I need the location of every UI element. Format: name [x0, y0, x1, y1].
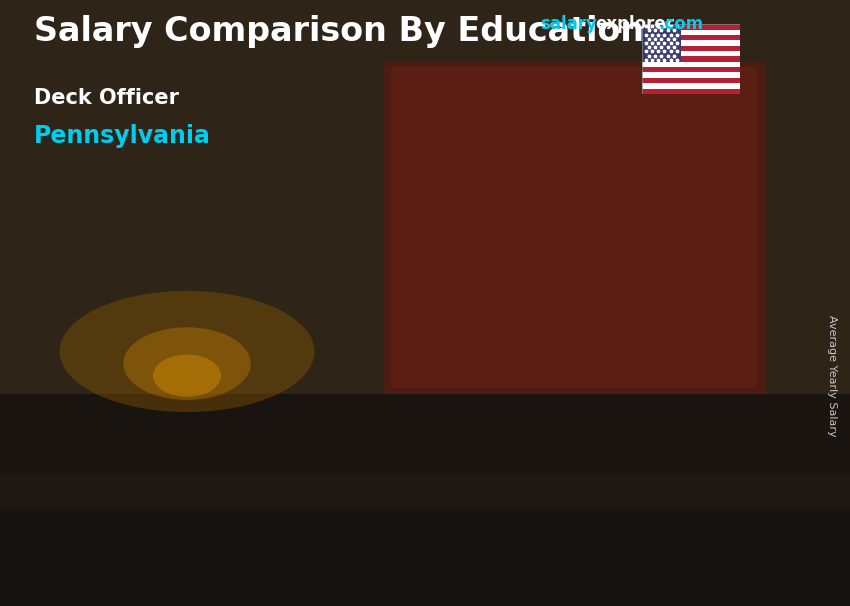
Bar	[558, 268, 663, 538]
Bar	[642, 24, 740, 30]
Bar	[642, 24, 681, 62]
Bar	[334, 538, 457, 541]
Bar	[0, 0, 850, 394]
Text: 32,700 USD: 32,700 USD	[325, 350, 434, 368]
Bar	[110, 436, 214, 538]
Text: High School: High School	[111, 562, 231, 581]
Bar	[214, 436, 233, 538]
Ellipse shape	[123, 327, 251, 400]
Bar	[391, 67, 756, 388]
Text: Average Yearly Salary: Average Yearly Salary	[827, 315, 837, 436]
Bar	[642, 41, 740, 45]
Bar	[642, 30, 740, 35]
Bar	[642, 51, 740, 56]
Text: salary: salary	[540, 15, 597, 33]
Bar	[558, 538, 682, 541]
Bar	[642, 78, 740, 83]
Bar	[110, 436, 116, 538]
Ellipse shape	[60, 291, 314, 412]
Bar	[642, 62, 740, 67]
Bar	[642, 73, 740, 78]
Bar	[0, 497, 850, 606]
Text: explorer: explorer	[595, 15, 674, 33]
Text: +68%: +68%	[438, 208, 545, 241]
Bar	[642, 67, 740, 73]
Text: Deck Officer: Deck Officer	[34, 88, 179, 108]
Text: Salary Comparison By Education: Salary Comparison By Education	[34, 15, 644, 48]
Text: 54,800 USD: 54,800 USD	[549, 242, 658, 260]
Bar	[0, 473, 850, 509]
Bar	[663, 268, 682, 538]
Bar	[558, 268, 565, 538]
Text: Certificate or
Diploma: Certificate or Diploma	[329, 562, 462, 601]
Bar	[642, 35, 740, 41]
Bar	[0, 394, 850, 606]
Text: Pennsylvania: Pennsylvania	[34, 124, 211, 148]
Bar	[334, 377, 439, 538]
Text: .com: .com	[659, 15, 704, 33]
Bar	[382, 61, 765, 394]
Bar	[642, 56, 740, 62]
Bar	[642, 88, 740, 94]
Bar	[642, 45, 740, 51]
FancyArrowPatch shape	[457, 262, 552, 375]
FancyArrowPatch shape	[234, 365, 327, 433]
Bar	[439, 377, 457, 538]
Bar	[642, 83, 740, 88]
Text: Bachelor's
Degree: Bachelor's Degree	[568, 562, 672, 601]
Ellipse shape	[153, 355, 221, 397]
Text: +57%: +57%	[206, 311, 314, 344]
Text: 20,800 USD: 20,800 USD	[100, 409, 209, 427]
Bar	[110, 538, 233, 541]
Bar	[334, 377, 341, 538]
